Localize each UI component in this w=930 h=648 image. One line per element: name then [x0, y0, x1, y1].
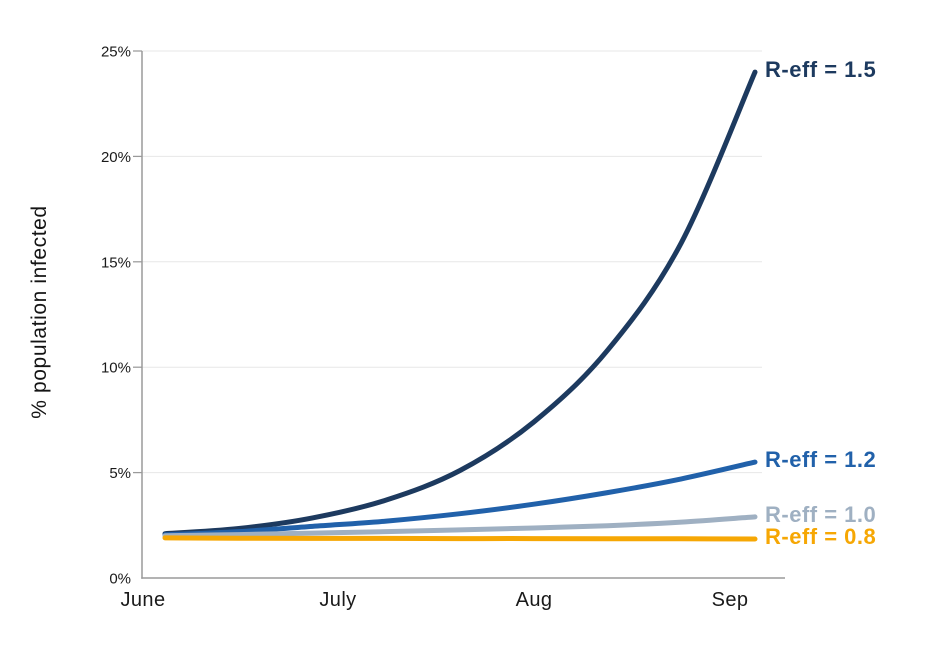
- series-line-r-eff-1.0: [162, 514, 758, 539]
- y-tick-label-0pct: 0%: [109, 571, 131, 588]
- y-tick-label-10pct: 10%: [101, 360, 131, 377]
- series-label-r-eff-0.8: R-eff = 0.8: [765, 524, 876, 549]
- y-axis-title: % population infected: [28, 205, 51, 418]
- y-tick-label-20pct: 20%: [101, 149, 131, 166]
- series-line-r-eff-0.8: [162, 535, 758, 542]
- x-tick-label-june: June: [121, 589, 166, 611]
- series-label-r-eff-1.2: R-eff = 1.2: [765, 447, 876, 472]
- axes-layer: [133, 50, 785, 579]
- y-tick-labels-layer: 0% 5% 10% 15% 20% 25%: [101, 44, 131, 588]
- x-tick-label-july: July: [319, 589, 356, 611]
- series-label-r-eff-1.0: R-eff = 1.0: [765, 502, 876, 527]
- y-tick-label-25pct: 25%: [101, 44, 131, 61]
- series-labels-layer: R-eff = 1.5 R-eff = 1.2 R-eff = 1.0R-eff =…: [765, 57, 876, 549]
- gridlines-layer: [142, 50, 762, 474]
- x-tick-label-sep: Sep: [712, 589, 749, 611]
- x-tick-label-aug: Aug: [516, 589, 553, 611]
- series-label-r-eff-1.5: R-eff = 1.5: [765, 57, 876, 82]
- y-tick-label-5pct: 5%: [109, 465, 131, 482]
- series-line-r-eff-1.5: [162, 69, 758, 537]
- y-tick-label-15pct: 15%: [101, 254, 131, 271]
- series-lines-layer: [162, 69, 758, 542]
- x-tick-labels-layer: June July Aug Sep: [121, 589, 749, 611]
- series-line-r-eff-1.2: [162, 459, 758, 538]
